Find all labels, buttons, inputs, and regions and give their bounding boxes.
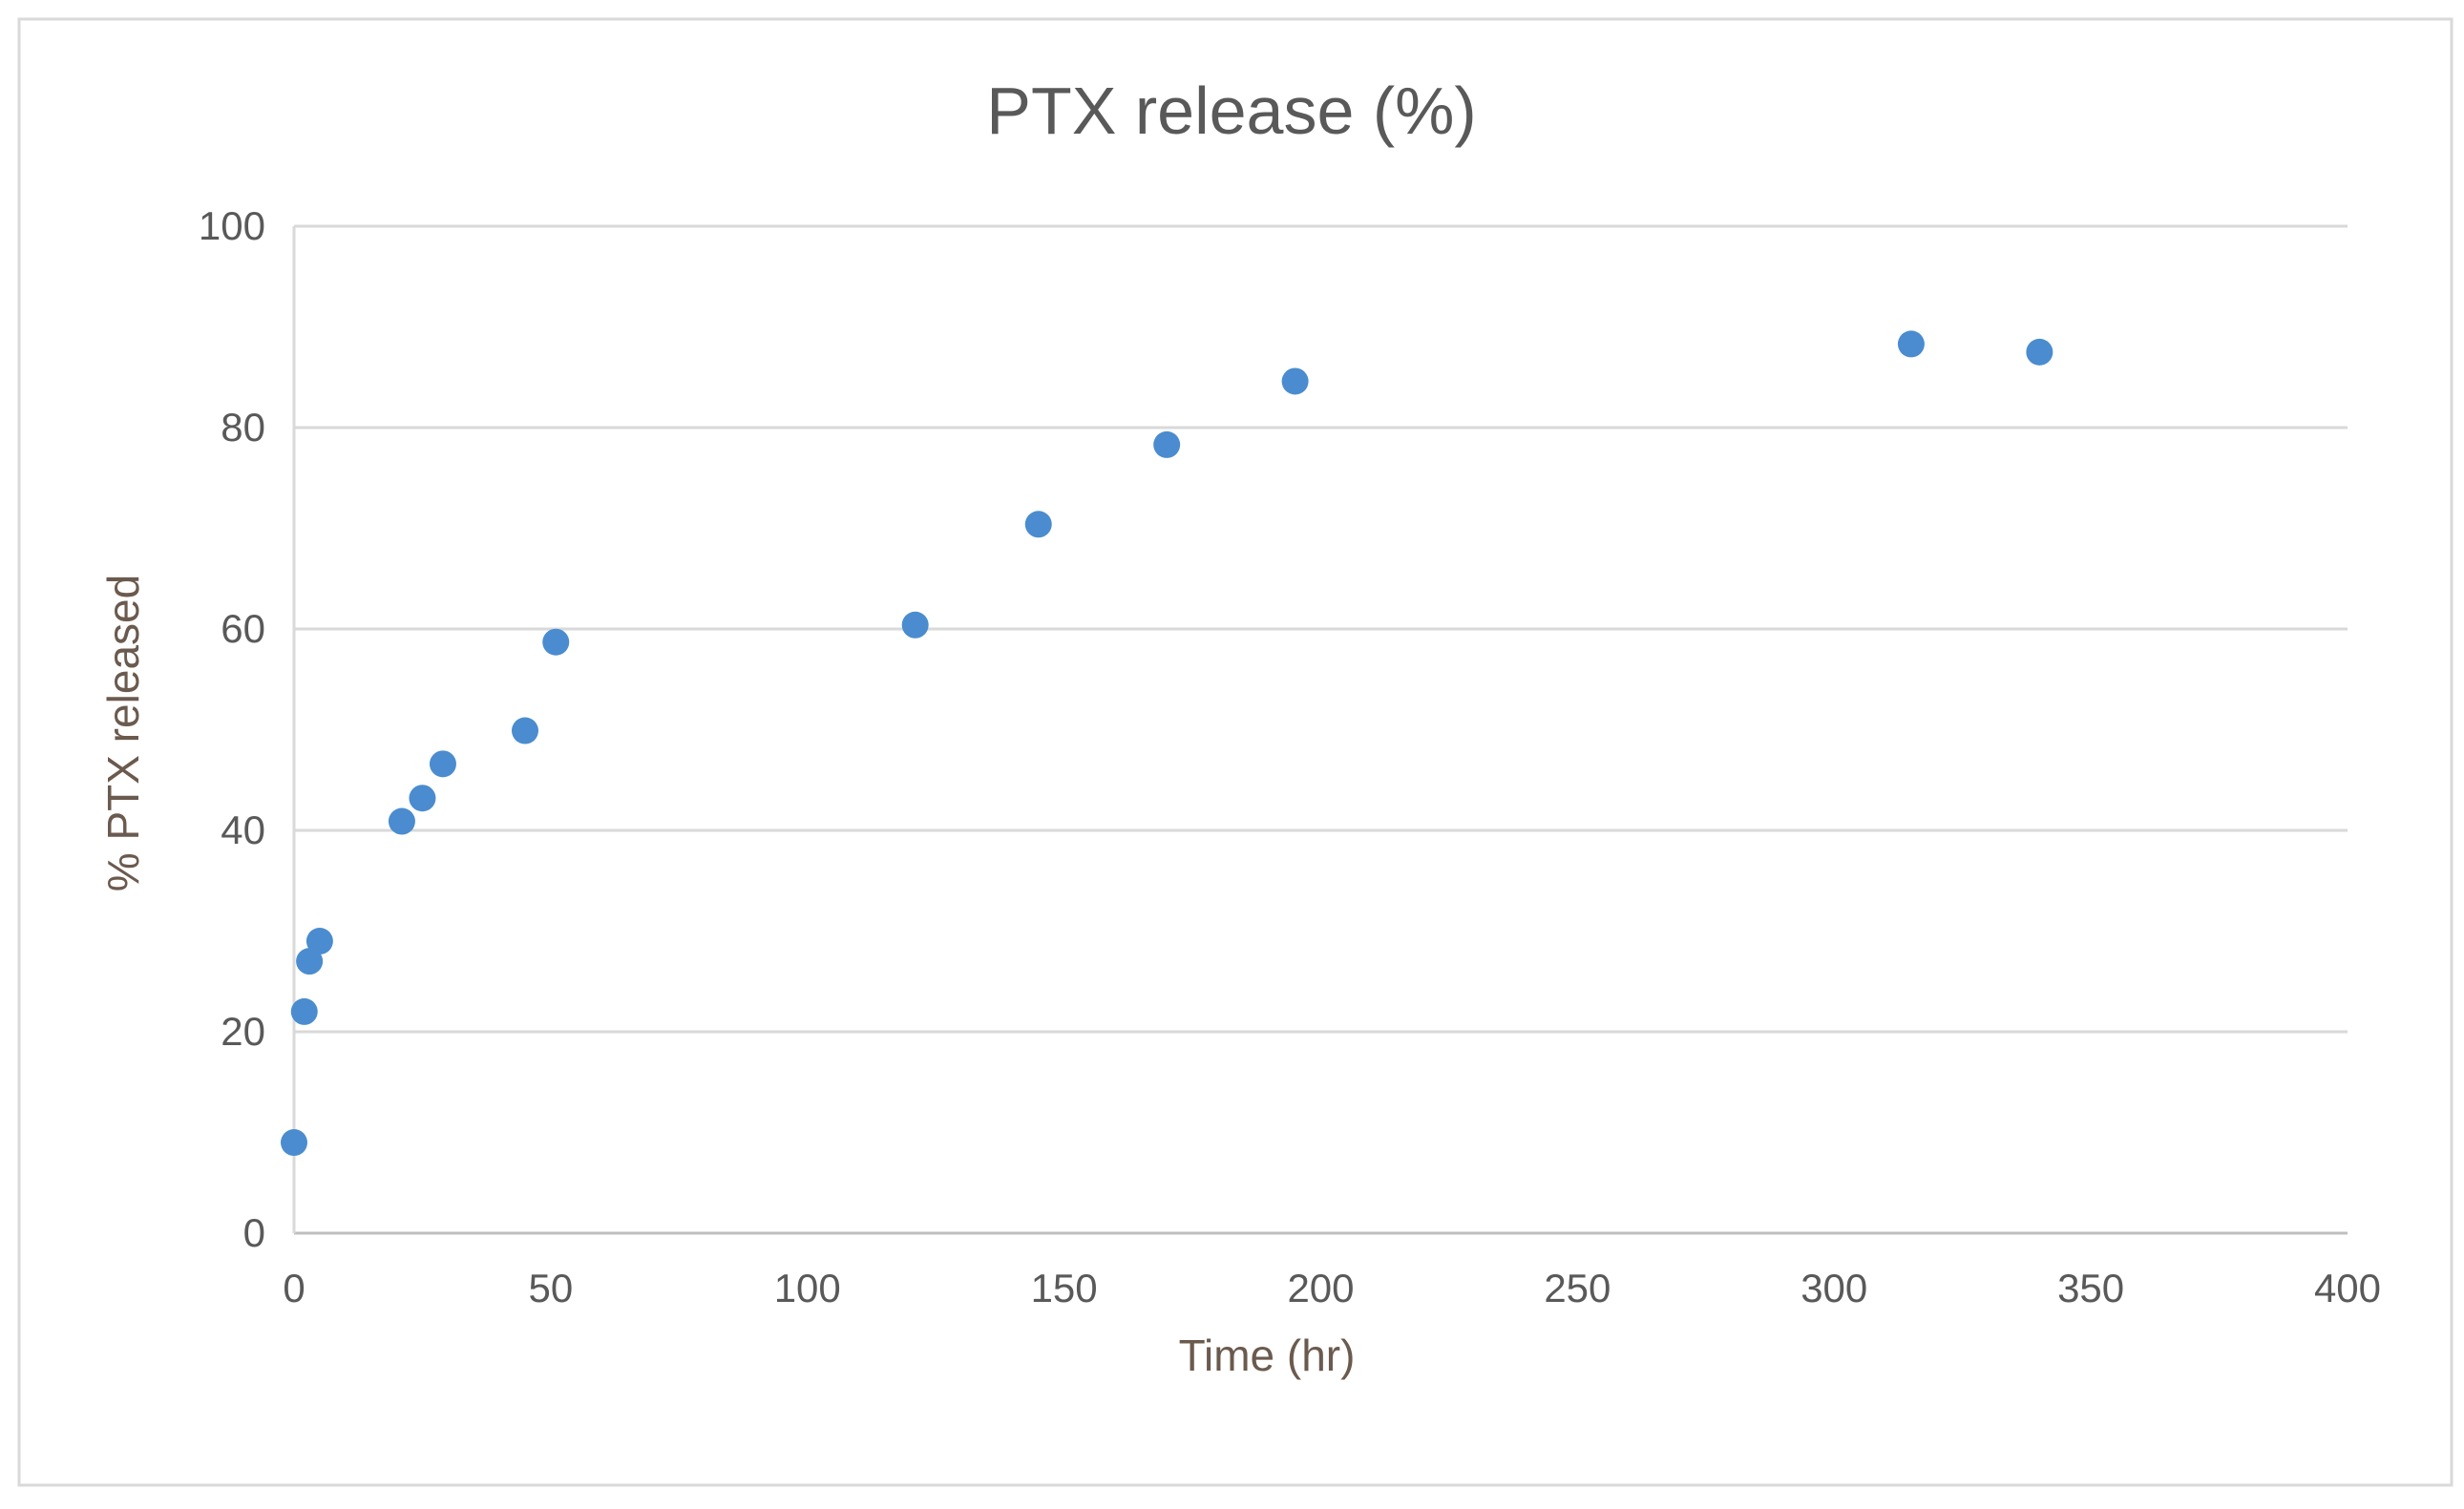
x-axis-label: Time (hr) (1179, 1331, 1356, 1380)
data-point (511, 717, 538, 744)
data-point (388, 807, 415, 835)
data-point (542, 628, 570, 656)
data-point (290, 997, 318, 1025)
x-tick-label: 150 (1031, 1266, 1098, 1310)
x-tick-label: 0 (283, 1266, 305, 1310)
y-axis-label: % PTX released (98, 575, 148, 891)
data-point (305, 928, 333, 955)
data-point (429, 750, 456, 778)
x-tick-label: 400 (2314, 1266, 2381, 1310)
y-tick-label: 0 (243, 1210, 265, 1255)
data-point (2026, 338, 2053, 366)
y-tick-label: 100 (199, 203, 265, 248)
y-tick-label: 20 (221, 1009, 265, 1054)
data-point (1024, 511, 1052, 538)
x-tick-label: 200 (1287, 1266, 1354, 1310)
data-point (1281, 367, 1309, 395)
x-tick-label: 300 (1801, 1266, 1867, 1310)
y-tick-label: 60 (221, 606, 265, 651)
x-tick-label: 350 (2057, 1266, 2124, 1310)
gridlines (292, 224, 2348, 1235)
chart-frame (17, 17, 2453, 1487)
y-tick-label: 80 (221, 405, 265, 450)
x-tick-label: 50 (529, 1266, 574, 1310)
x-tick-label: 100 (774, 1266, 841, 1310)
data-point (296, 948, 324, 975)
chart-title: PTX release (%) (986, 73, 1476, 148)
y-tick-labels: 0 20 40 60 80 100 (199, 203, 265, 1255)
y-tick-label: 40 (221, 807, 265, 852)
data-point (281, 1129, 307, 1157)
data-points (281, 330, 2053, 1157)
data-point (901, 611, 929, 639)
data-point (1153, 430, 1181, 458)
data-point (1897, 330, 1925, 358)
x-tick-labels: 0 50 100 150 200 250 300 350 400 (283, 1266, 2381, 1310)
data-point (409, 785, 436, 812)
x-tick-label: 250 (1544, 1266, 1611, 1310)
